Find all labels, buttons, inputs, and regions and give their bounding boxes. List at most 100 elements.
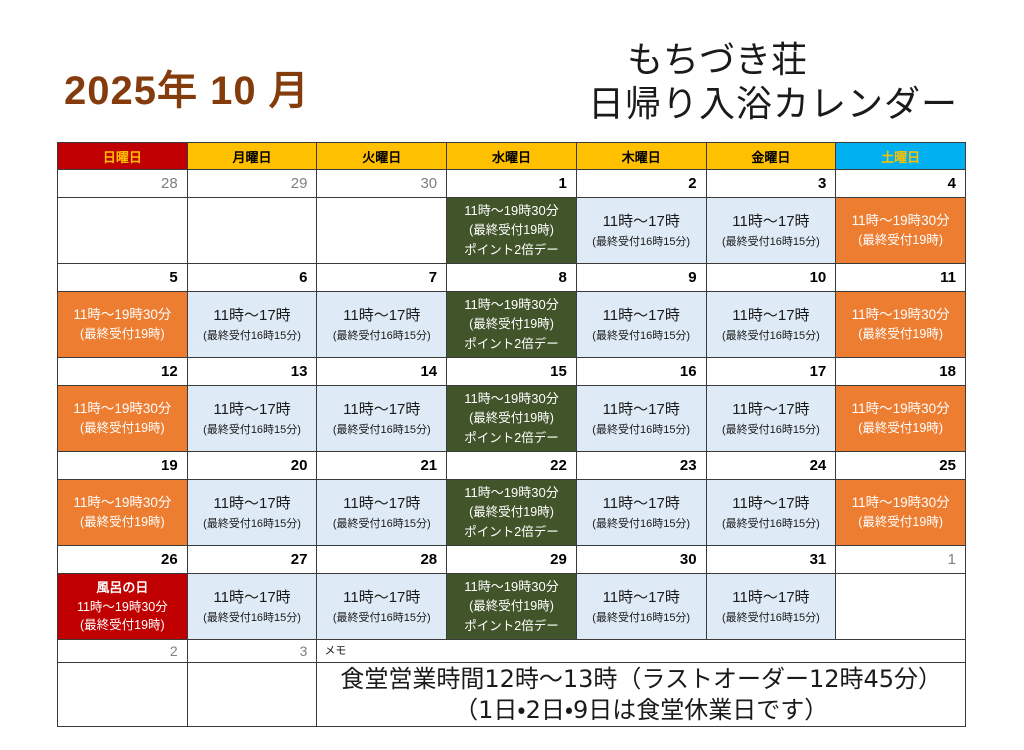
schedule-text-line: 11時～17時	[213, 307, 291, 324]
date-cell-13: 13	[187, 358, 318, 386]
date-cell-17: 17	[706, 358, 837, 386]
date-cell-26: 26	[58, 546, 188, 574]
schedule-row-week2: 11時～19時30分 (最終受付19時) 11時～17時 (最終受付16時15分) 11…	[58, 292, 966, 358]
schedule-text-line: ポイント2倍デー	[464, 336, 559, 351]
schedule-cell-day7-short: 11時～17時 (最終受付16時15分)	[317, 292, 448, 358]
date-cell-18: 18	[836, 358, 966, 386]
schedule-text-line: 11時～19時30分	[851, 495, 950, 510]
schedule-text-line: 11時～17時	[213, 495, 291, 512]
schedule-text-line: 11時～19時30分	[464, 391, 559, 407]
schedule-cell-day30-short: 11時～17時 (最終受付16時15分)	[576, 574, 707, 640]
schedule-text-line: 11時～17時	[732, 589, 810, 606]
schedule-text-line: 11時～17時	[343, 495, 421, 512]
schedule-cell-day6-short: 11時～17時 (最終受付16時15分)	[187, 292, 318, 358]
schedule-text-line: (最終受付16時15分)	[722, 235, 820, 248]
schedule-cell-day12-long: 11時～19時30分 (最終受付19時)	[58, 386, 188, 452]
schedule-cell-day24-short: 11時～17時 (最終受付16時15分)	[706, 480, 837, 546]
dining-hours-note-line: （1日・2日・9日は食堂休業日です）	[454, 695, 829, 724]
schedule-text-line: 11時～17時	[343, 589, 421, 606]
schedule-text-line: (最終受付16時15分)	[722, 517, 820, 530]
schedule-text-line: 11時～19時30分	[464, 485, 559, 501]
date-cell-19: 19	[58, 452, 188, 480]
date-row-week2: 5 6 7 8 9 10 11	[58, 264, 966, 292]
schedule-row-week5: 風呂の日 11時～19時30分 (最終受付19時) 11時～17時 (最終受付16時15…	[58, 574, 966, 640]
schedule-text-line: 11時～19時30分	[851, 401, 950, 416]
schedule-cell-day14-short: 11時～17時 (最終受付16時15分)	[317, 386, 448, 452]
schedule-text-line: 11時～19時30分	[464, 297, 559, 313]
schedule-text-line: (最終受付16時15分)	[203, 611, 301, 624]
schedule-cell-day8-point: 11時～19時30分 (最終受付19時) ポイント2倍デー	[447, 292, 577, 358]
date-cell-20: 20	[187, 452, 318, 480]
overflow-date-cell-2: 2	[58, 640, 188, 663]
schedule-text-line: (最終受付19時)	[469, 317, 554, 332]
date-cell-22: 22	[447, 452, 577, 480]
date-cell-10: 10	[706, 264, 837, 292]
weekday-header-火曜日: 火曜日	[317, 143, 448, 170]
date-cell-11: 11	[836, 264, 966, 292]
note-row: 食堂営業時間12時～13時（ラストオーダー12時45分） （1日・2日・9日は食堂…	[58, 663, 966, 727]
schedule-cell-day15-point: 11時～19時30分 (最終受付19時) ポイント2倍デー	[447, 386, 577, 452]
schedule-text-line: 11時～19時30分	[73, 307, 172, 322]
date-cell-31: 31	[706, 546, 837, 574]
date-cell-28: 28	[58, 170, 188, 198]
schedule-cell-day16-short: 11時～17時 (最終受付16時15分)	[576, 386, 707, 452]
schedule-cell-day13-short: 11時～17時 (最終受付16時15分)	[187, 386, 318, 452]
weekday-header-月曜日: 月曜日	[187, 143, 318, 170]
schedule-text-line: (最終受付19時)	[858, 327, 943, 342]
schedule-text-line: (最終受付16時15分)	[592, 329, 691, 342]
schedule-text-line: (最終受付16時15分)	[722, 611, 820, 624]
schedule-cell-day22-point: 11時～19時30分 (最終受付19時) ポイント2倍デー	[447, 480, 577, 546]
schedule-cell-day21-short: 11時～17時 (最終受付16時15分)	[317, 480, 448, 546]
schedule-text-line: (最終受付19時)	[469, 223, 554, 238]
schedule-row-week1: 11時～19時30分 (最終受付19時) ポイント2倍デー 11時～17時 (最終受付1…	[58, 198, 966, 264]
schedule-cell-day9-short: 11時～17時 (最終受付16時15分)	[576, 292, 707, 358]
schedule-text-line: 11時～17時	[213, 401, 291, 418]
weekday-header-row: 日曜日 月曜日 火曜日 水曜日 木曜日 金曜日 土曜日	[58, 143, 966, 170]
schedule-text-line: (最終受付19時)	[858, 421, 943, 436]
schedule-row-week3: 11時～19時30分 (最終受付19時) 11時～17時 (最終受付16時15分) 11…	[58, 386, 966, 452]
schedule-cell-day23-short: 11時～17時 (最終受付16時15分)	[576, 480, 707, 546]
memo-label-cell: メモ	[317, 640, 966, 663]
weekday-header-日曜日: 日曜日	[58, 143, 188, 170]
schedule-cell-day27-short: 11時～17時 (最終受付16時15分)	[187, 574, 318, 640]
schedule-text-line: 11時～19時30分	[73, 495, 172, 510]
schedule-text-line: 11時～17時	[602, 401, 680, 418]
schedule-text-line: (最終受付16時15分)	[592, 611, 691, 624]
schedule-text-line: 11時～19時30分	[464, 203, 559, 219]
date-row-week5: 26 27 28 29 30 31 1	[58, 546, 966, 574]
schedule-cell-day18-long: 11時～19時30分 (最終受付19時)	[836, 386, 966, 452]
schedule-text-line: (最終受付16時15分)	[203, 329, 301, 342]
date-cell-30: 30	[576, 546, 707, 574]
schedule-text-line: ポイント2倍デー	[464, 430, 559, 445]
schedule-text-line: (最終受付16時15分)	[722, 329, 820, 342]
schedule-text-line: (最終受付16時15分)	[203, 423, 301, 436]
schedule-cell-day11-long: 11時～19時30分 (最終受付19時)	[836, 292, 966, 358]
dining-hours-note-line: 食堂営業時間12時～13時（ラストオーダー12時45分）	[340, 664, 943, 693]
dining-hours-note: 食堂営業時間12時～13時（ラストオーダー12時45分） （1日・2日・9日は食堂…	[317, 663, 966, 727]
date-row-week1: 28 29 30 1 2 3 4	[58, 170, 966, 198]
facility-title: もちづき荘 日帰り入浴カレンダー	[540, 38, 1006, 126]
schedule-text-line: 風呂の日	[96, 580, 149, 595]
month-title: 2025年 10 月	[64, 69, 310, 113]
schedule-text-line: (最終受付16時15分)	[332, 517, 431, 530]
schedule-text-line: 11時～17時	[343, 401, 421, 418]
schedule-row-week4: 11時～19時30分 (最終受付19時) 11時～17時 (最終受付16時15分) 11…	[58, 480, 966, 546]
schedule-text-line: 11時～19時30分	[851, 307, 950, 322]
schedule-text-line: (最終受付16時15分)	[722, 423, 820, 436]
schedule-text-line: ポイント2倍デー	[464, 524, 559, 539]
schedule-text-line: (最終受付16時15分)	[592, 423, 691, 436]
schedule-cell-day28-short: 11時～17時 (最終受付16時15分)	[317, 574, 448, 640]
date-cell-29: 29	[447, 546, 577, 574]
date-cell-1: 1	[447, 170, 577, 198]
schedule-text-line: 11時～17時	[732, 495, 810, 512]
date-cell-1: 1	[836, 546, 966, 574]
schedule-cell-day10-short: 11時～17時 (最終受付16時15分)	[706, 292, 837, 358]
schedule-cell-day25-long: 11時～19時30分 (最終受付19時)	[836, 480, 966, 546]
weekday-header-土曜日: 土曜日	[836, 143, 966, 170]
schedule-cell-day20-short: 11時～17時 (最終受付16時15分)	[187, 480, 318, 546]
schedule-text-line: ポイント2倍デー	[464, 242, 559, 257]
facility-title-line2: 日帰り入浴カレンダー	[587, 82, 958, 124]
date-cell-14: 14	[317, 358, 448, 386]
date-cell-5: 5	[58, 264, 188, 292]
date-cell-15: 15	[447, 358, 577, 386]
